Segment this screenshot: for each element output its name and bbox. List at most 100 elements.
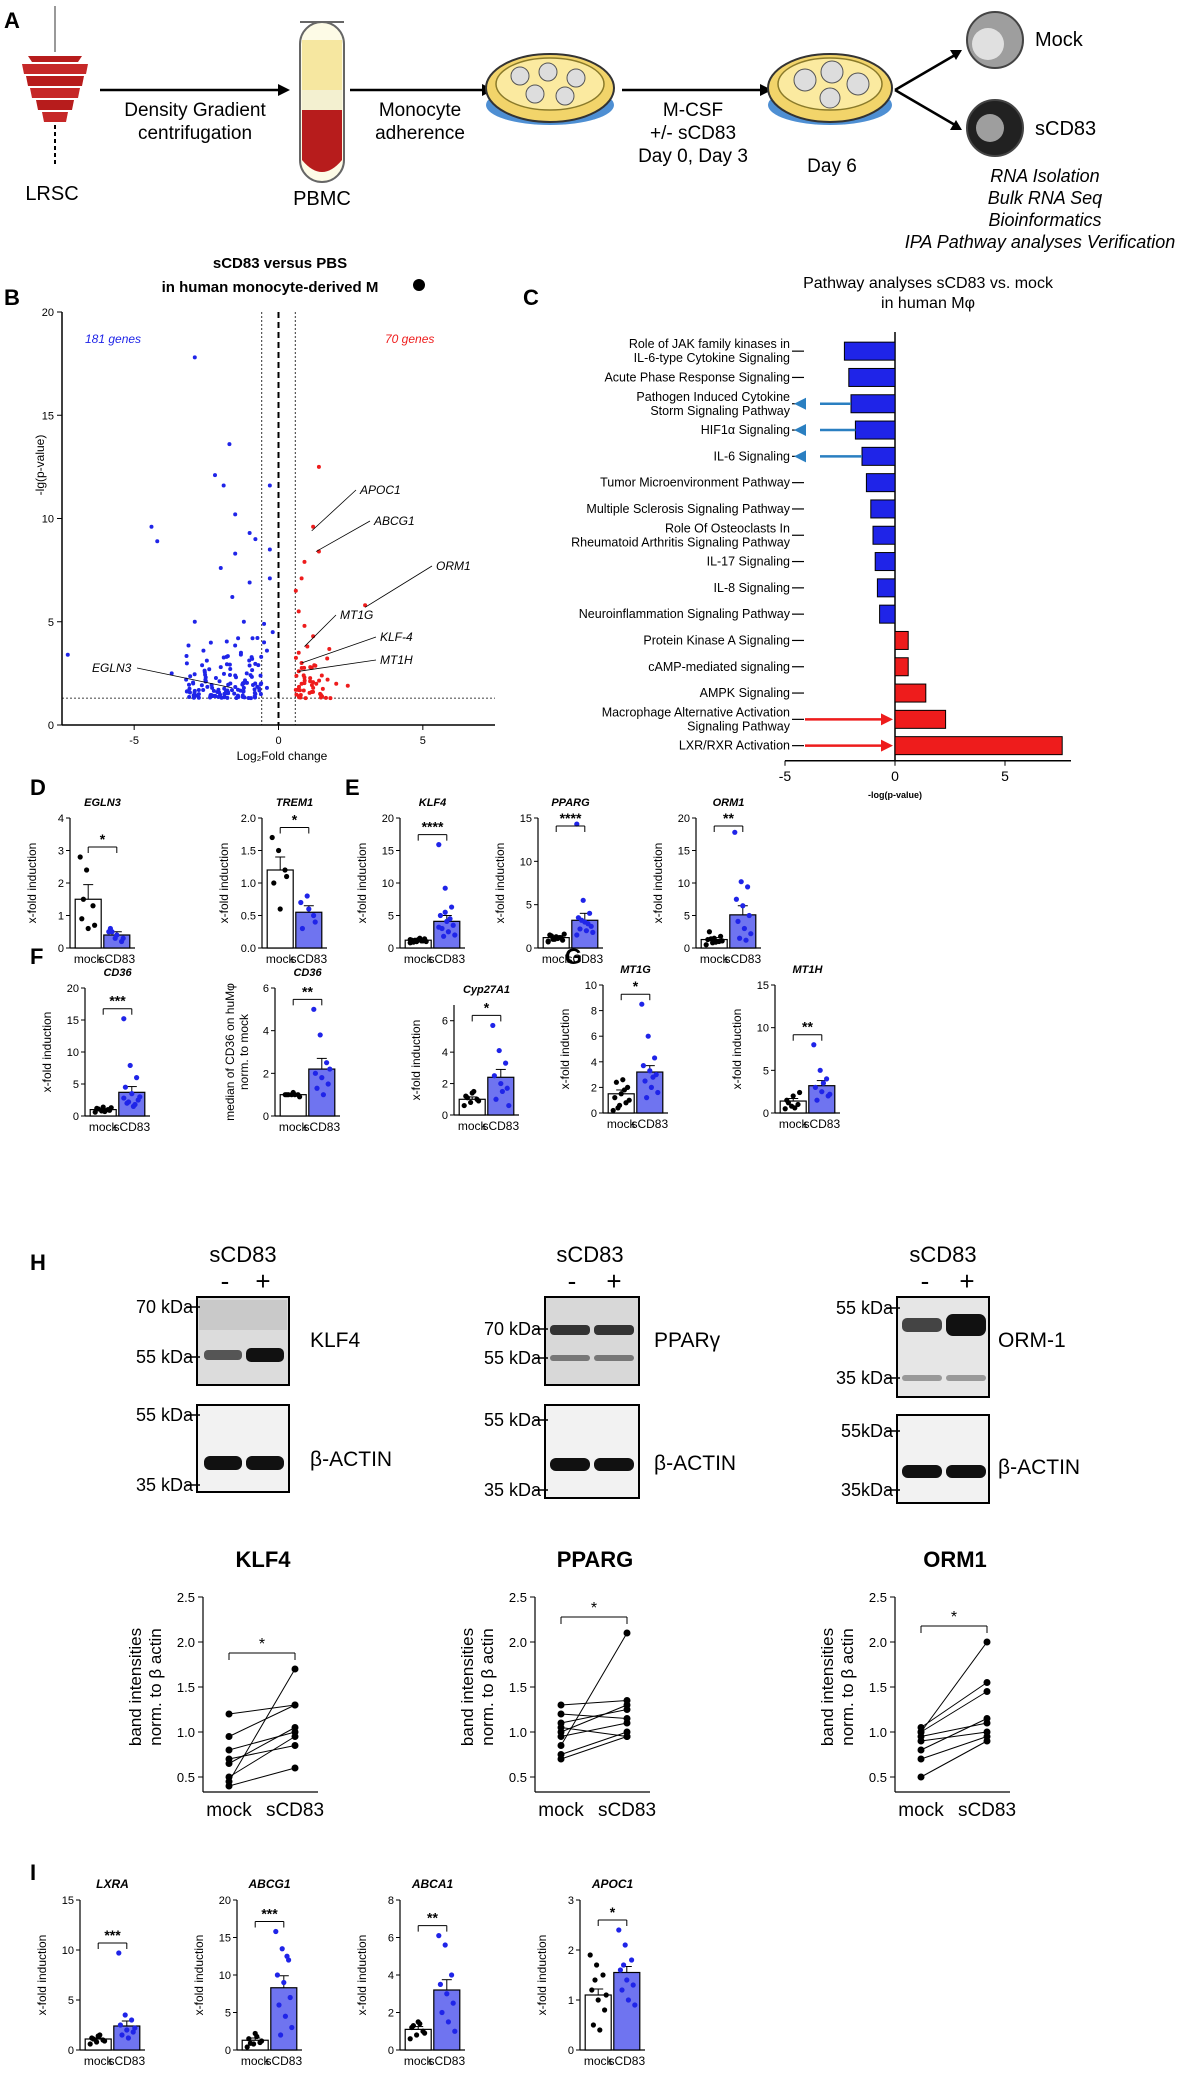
data-point <box>229 688 234 693</box>
pair-line <box>228 1704 296 1737</box>
data-point <box>983 1715 991 1722</box>
data-point <box>227 662 232 667</box>
category-label: Role Of Osteoclasts In <box>665 521 790 535</box>
data-point <box>299 576 304 581</box>
mcsf-label-1: M-CSF <box>663 100 723 121</box>
chart-title: Cyp27A1 <box>463 984 510 996</box>
panel-letter: F <box>30 944 43 969</box>
data-point <box>79 916 85 922</box>
blot-header: sCD83 <box>209 1242 276 1267</box>
data-point <box>612 1095 618 1101</box>
y-tick-label: 1 <box>58 911 64 923</box>
data-point <box>169 671 174 676</box>
method-2: Bulk RNA Seq <box>988 188 1102 208</box>
y-axis-label: x-fold induction <box>35 1935 49 2016</box>
data-point <box>121 1016 127 1022</box>
y-tick-label: 0 <box>225 2045 231 2057</box>
data-point <box>184 689 189 694</box>
x-tick-label: mock <box>779 1117 809 1131</box>
data-point <box>320 686 325 691</box>
y-tick-label: 4 <box>442 1047 448 1059</box>
data-point <box>279 1946 285 1952</box>
data-point <box>706 929 713 935</box>
data-point <box>590 2022 597 2028</box>
marker-label: 70 kDa <box>484 1319 542 1339</box>
data-point <box>745 884 751 890</box>
sig-label: * <box>610 1904 616 1920</box>
bar-chart-D2: TREM1 0.0 0.5 1.0 1.5 2.0 x-fold induction mock… <box>217 797 327 966</box>
data-point <box>407 936 413 943</box>
data-point <box>468 1099 474 1106</box>
data-point <box>301 688 306 693</box>
data-point <box>213 694 218 699</box>
y-tick-label: 3 <box>568 1895 574 1907</box>
x-tick-label: sCD83 <box>598 1800 656 1821</box>
pair-line <box>228 1745 296 1760</box>
highlight-arrowhead <box>881 739 893 752</box>
data-point <box>812 1084 819 1090</box>
data-point <box>311 689 316 694</box>
data-point <box>225 1782 233 1790</box>
x-tick-label: sCD83 <box>113 1120 150 1134</box>
panel-letter: D <box>30 775 46 800</box>
data-point <box>117 2022 123 2028</box>
pair-line <box>228 1736 296 1778</box>
y-axis-label: median of CD36 on huMφ <box>223 983 237 1121</box>
x-tick-label: sCD83 <box>265 2054 302 2068</box>
data-point <box>297 695 302 700</box>
data-point <box>550 936 556 942</box>
bar <box>74 898 102 949</box>
data-point <box>240 682 245 687</box>
data-point <box>735 918 741 924</box>
y-tick-label: 20 <box>42 307 54 319</box>
y-tick-label: 4 <box>388 1970 394 1982</box>
y-tick-label: 10 <box>62 1945 74 1957</box>
data-point <box>244 671 249 676</box>
data-point <box>303 696 308 701</box>
data-point <box>703 942 709 948</box>
x-tick-label: mock <box>241 2054 271 2068</box>
chart-title: CD36 <box>103 967 132 979</box>
panel-letter: B <box>4 285 20 310</box>
data-point <box>817 1067 823 1073</box>
panel-letter: G <box>565 944 582 969</box>
gene-leader <box>364 565 433 608</box>
data-point <box>436 1933 442 1939</box>
pair-line <box>228 1731 296 1751</box>
data-point <box>557 1733 565 1740</box>
sig-label: * <box>633 978 639 994</box>
lrsc-label: LRSC <box>25 183 78 205</box>
data-point <box>259 654 264 659</box>
data-point <box>439 2009 445 2016</box>
category-label: Rheumatoid Arthritis Signaling Pathway <box>571 535 791 549</box>
data-point <box>202 668 207 673</box>
data-point <box>811 1042 817 1048</box>
bar <box>876 578 896 598</box>
chart-title: KLF4 <box>419 797 447 809</box>
category-label: Signaling Pathway <box>687 719 791 733</box>
data-point <box>208 695 213 700</box>
data-point <box>619 1987 625 1993</box>
data-point <box>102 2038 108 2044</box>
category-label: Neuroinflammation Signaling Pathway <box>579 607 791 621</box>
panel-letter: C <box>523 285 539 310</box>
y-tick-label: 5 <box>225 2008 231 2020</box>
data-point <box>442 909 448 915</box>
method-3: Bioinformatics <box>988 210 1101 230</box>
y-tick-label: 0.5 <box>241 911 256 923</box>
y-tick-label: 2.0 <box>509 1635 527 1650</box>
y-tick-label: 8 <box>388 1895 394 1907</box>
data-point <box>250 668 255 673</box>
data-point <box>226 682 231 687</box>
data-point <box>188 674 193 679</box>
bar <box>279 1094 307 1117</box>
data-point <box>252 687 257 692</box>
chart-title: PPARG <box>557 1547 634 1572</box>
data-point <box>557 1710 565 1718</box>
data-point <box>271 880 277 886</box>
y-tick-label: 15 <box>42 410 54 422</box>
data-point <box>278 2032 284 2038</box>
y-axis-label: norm. to β actin <box>838 1628 857 1746</box>
marker-label: 55 kDa <box>136 1405 194 1425</box>
